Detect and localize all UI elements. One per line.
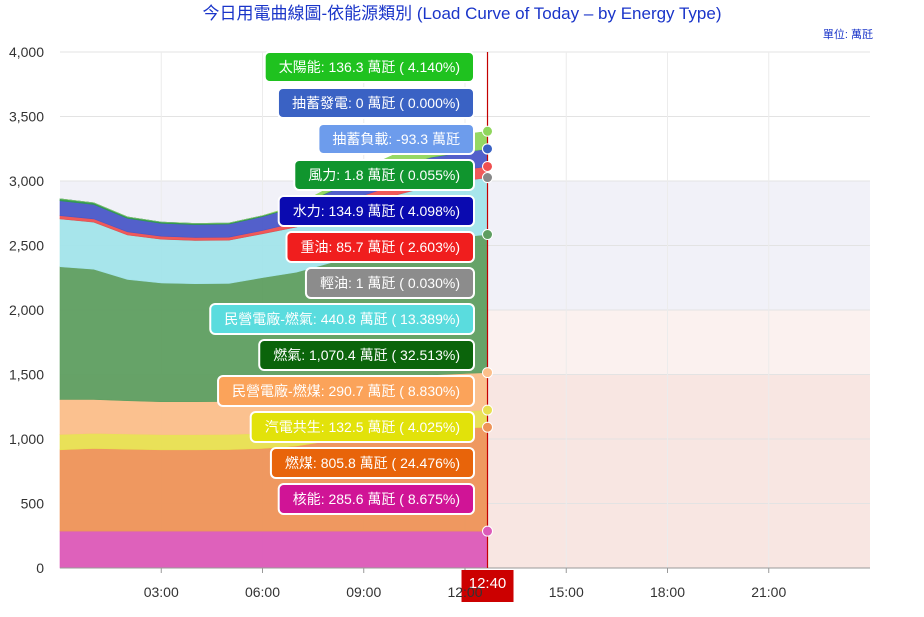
tooltip-row-label: 重油: 85.7 萬瓩 ( 2.603%): [300, 239, 460, 255]
tooltip-row-box: [277, 483, 475, 515]
tooltip-row: 水力: 134.9 萬瓩 ( 4.098%): [277, 195, 475, 227]
tooltip-row: 太陽能: 136.3 萬瓩 ( 4.140%): [263, 51, 475, 83]
chart-title: 今日用電曲線圖-依能源類別 (Load Curve of Today – by …: [203, 4, 722, 23]
tooltip-row: 風力: 1.8 萬瓩 ( 0.055%): [293, 159, 475, 191]
tooltip-row-box: [285, 231, 475, 263]
time-cursor: 12:40: [461, 52, 514, 602]
y-tick-label: 3,500: [9, 109, 44, 125]
y-tick-label: 2,000: [9, 302, 44, 318]
tooltip-row-label: 抽蓄發電: 0 萬瓩 ( 0.000%): [292, 95, 460, 111]
tooltip-row-box: [258, 339, 475, 371]
tooltip-row-label: 汽電共生: 132.5 萬瓩 ( 4.025%): [265, 419, 460, 435]
cursor-marker-2: [482, 404, 494, 416]
tooltip-row-label: 太陽能: 136.3 萬瓩 ( 4.140%): [279, 59, 460, 75]
x-tick-label: 03:00: [144, 584, 179, 600]
tooltip-row-box: [269, 447, 475, 479]
x-tick-labels: 03:00 06:00 09:00 12:00 15:00 18:00 21:00: [144, 584, 787, 600]
tooltip-row: 輕油: 1 萬瓩 ( 0.030%): [304, 267, 475, 299]
x-tick-label: 15:00: [549, 584, 584, 600]
cursor-marker-3: [482, 367, 494, 379]
tooltip-row-box: [277, 195, 475, 227]
y-tick-label: 1,500: [9, 367, 44, 383]
x-tick-label: 21:00: [751, 584, 786, 600]
tooltip-row-box: [209, 303, 475, 335]
tooltip-row-label: 水力: 134.9 萬瓩 ( 4.098%): [293, 203, 460, 219]
tooltip-row: 燃煤: 805.8 萬瓩 ( 24.476%): [269, 447, 475, 479]
y-tick-label: 0: [36, 560, 44, 576]
cursor-time-badge: [461, 570, 514, 602]
cursor-marker-11: [482, 125, 494, 137]
cursor-marker-6: [482, 172, 494, 184]
tooltip-row-box: [263, 51, 475, 83]
tooltip-row: 核能: 285.6 萬瓩 ( 8.675%): [277, 483, 475, 515]
cursor-marker-4: [482, 229, 494, 241]
tooltip-row: 汽電共生: 132.5 萬瓩 ( 4.025%): [249, 411, 475, 443]
tooltip-row-box: [249, 411, 475, 443]
cursor-marker-1: [482, 421, 494, 433]
tooltip-row-box: [317, 123, 475, 155]
tooltip-row: 民營電廠-燃氣: 440.8 萬瓩 ( 13.389%): [209, 303, 475, 335]
tooltip-row-box: [304, 267, 475, 299]
y-tick-label: 2,500: [9, 238, 44, 254]
tooltip-row-label: 民營電廠-燃煤: 290.7 萬瓩 ( 8.830%): [232, 383, 460, 399]
tooltip-row-label: 燃煤: 805.8 萬瓩 ( 24.476%): [285, 455, 460, 471]
tooltip-row: 燃氣: 1,070.4 萬瓩 ( 32.513%): [258, 339, 475, 371]
tooltip-stack: 太陽能: 136.3 萬瓩 ( 4.140%) 抽蓄發電: 0 萬瓩 ( 0.00…: [209, 51, 475, 515]
cursor-marker-7: [482, 160, 494, 172]
tooltip-row: 民營電廠-燃煤: 290.7 萬瓩 ( 8.830%): [217, 375, 475, 407]
tooltip-row-label: 抽蓄負載: -93.3 萬瓩: [332, 131, 460, 147]
tooltip-row: 重油: 85.7 萬瓩 ( 2.603%): [285, 231, 475, 263]
x-tick-label: 18:00: [650, 584, 685, 600]
tooltip-row-label: 核能: 285.6 萬瓩 ( 8.675%): [293, 491, 460, 507]
tooltip-row-label: 風力: 1.8 萬瓩 ( 0.055%): [308, 167, 460, 183]
y-tick-label: 3,000: [9, 173, 44, 189]
cursor-marker-10: [482, 143, 494, 155]
unit-label: 單位: 萬瓩: [823, 27, 873, 41]
x-tick-label: 06:00: [245, 584, 280, 600]
cursor-time-label: 12:40: [469, 575, 507, 592]
tooltip-row-label: 輕油: 1 萬瓩 ( 0.030%): [320, 275, 460, 291]
y-tick-label: 1,000: [9, 431, 44, 447]
tooltip-row-box: [217, 375, 475, 407]
x-tick-label: 09:00: [346, 584, 381, 600]
tooltip-row-box: [293, 159, 475, 191]
tooltip-row-box: [276, 87, 475, 119]
y-tick-labels: 0 500 1,000 1,500 2,000 2,500 3,000 3,500 4,000: [9, 44, 44, 576]
tooltip-row: 抽蓄發電: 0 萬瓩 ( 0.000%): [276, 87, 475, 119]
y-tick-label: 500: [21, 496, 45, 512]
x-tick-label: 12:00: [447, 584, 482, 600]
area-series-0: [59, 530, 488, 569]
tooltip-row-label: 燃氣: 1,070.4 萬瓩 ( 32.513%): [273, 347, 460, 363]
cursor-marker-0: [482, 525, 494, 537]
axes: [60, 567, 870, 573]
y-tick-label: 4,000: [9, 44, 44, 60]
tooltip-row: 抽蓄負載: -93.3 萬瓩: [317, 123, 475, 155]
tooltip-row-label: 民營電廠-燃氣: 440.8 萬瓩 ( 13.389%): [224, 311, 460, 327]
